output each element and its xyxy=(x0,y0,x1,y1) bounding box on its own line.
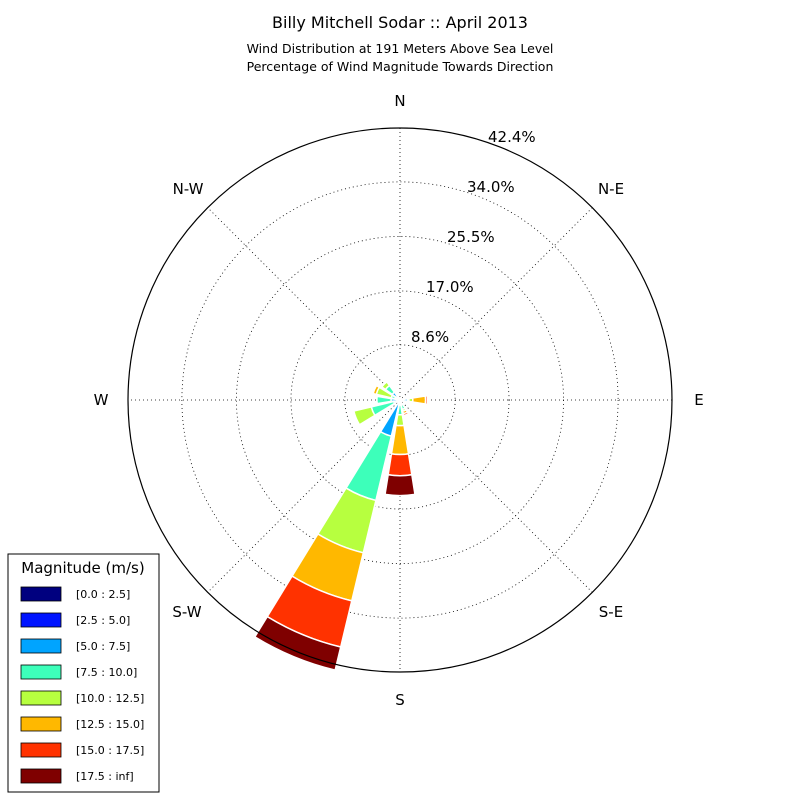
bar-dir-202.5-bin-3 xyxy=(345,430,393,502)
legend-swatch-4 xyxy=(20,690,62,706)
dir-label-n: N xyxy=(394,92,405,110)
ring-label-5: 42.4% xyxy=(488,128,536,146)
wind-bars xyxy=(253,380,429,672)
dir-label-ne: N-E xyxy=(598,180,624,198)
legend-swatch-7 xyxy=(20,768,62,784)
bar-dir-270-bin-3 xyxy=(376,395,392,405)
dir-label-se: S-E xyxy=(599,603,623,621)
bar-dir-180-bin-6 xyxy=(387,452,413,477)
legend-label-3: [7.5 : 10.0] xyxy=(76,666,137,679)
legend-label-0: [0.0 : 2.5] xyxy=(76,588,130,601)
dir-label-nw: N-W xyxy=(173,180,204,198)
legend-swatch-1 xyxy=(20,612,62,628)
chart-subtitle-line2: Percentage of Wind Magnitude Towards Dir… xyxy=(247,59,554,74)
polar-frame xyxy=(127,127,673,673)
bar-dir-90-bin-2 xyxy=(401,397,409,403)
legend-label-6: [15.0 : 17.5] xyxy=(76,744,144,757)
grid-ring-4 xyxy=(181,181,619,619)
dir-label-w: W xyxy=(94,391,109,409)
legend-title: Magnitude (m/s) xyxy=(21,559,144,577)
bar-dir-180-bin-4 xyxy=(395,413,405,427)
dir-label-s: S xyxy=(395,691,405,709)
legend-swatch-3 xyxy=(20,664,62,680)
direction-labels: N N-E E S-E S S-W W N-W xyxy=(94,92,704,709)
legend-swatch-2 xyxy=(20,638,62,654)
legend-swatch-6 xyxy=(20,742,62,758)
bar-dir-180-bin-7 xyxy=(384,473,416,497)
legend-swatch-5 xyxy=(20,716,62,732)
chart-title: Billy Mitchell Sodar :: April 2013 xyxy=(272,13,528,32)
legend-label-2: [5.0 : 7.5] xyxy=(76,640,130,653)
bar-dir-292.5-bin-5 xyxy=(372,384,381,396)
legend-label-5: [12.5 : 15.0] xyxy=(76,718,144,731)
ring-label-3: 25.5% xyxy=(447,228,495,246)
grid-ring-2 xyxy=(290,290,510,510)
legend-label-7: [17.5 : inf] xyxy=(76,770,134,783)
ring-label-4: 34.0% xyxy=(467,178,515,196)
dir-label-sw: S-W xyxy=(172,603,201,621)
legend-label-4: [10.0 : 12.5] xyxy=(76,692,144,705)
bar-dir-247.5-bin-4 xyxy=(352,405,376,426)
legend-items: [0.0 : 2.5] [2.5 : 5.0] [5.0 : 7.5] [7.5 : … xyxy=(20,586,144,784)
radial-tick-labels: 8.6% 17.0% 25.5% 34.0% 42.4% xyxy=(411,128,536,346)
bar-dir-202.5-bin-7 xyxy=(253,615,342,672)
ring-label-1: 8.6% xyxy=(411,328,449,346)
ring-label-2: 17.0% xyxy=(426,278,474,296)
chart-subtitle-line1: Wind Distribution at 191 Meters Above Se… xyxy=(247,41,554,56)
bar-dir-90-bin-6 xyxy=(424,394,429,406)
dir-label-e: E xyxy=(694,391,703,409)
bar-dir-22.5-bin-2 xyxy=(399,396,403,400)
bar-dir-157.5-bin-6 xyxy=(402,411,410,417)
bar-dir-90-bin-5 xyxy=(411,395,427,405)
bar-dir-315-bin-4 xyxy=(380,380,391,391)
legend: Magnitude (m/s) [0.0 : 2.5] [2.5 : 5.0] [5… xyxy=(7,553,160,793)
legend-label-1: [2.5 : 5.0] xyxy=(76,614,130,627)
legend-swatch-0 xyxy=(20,586,62,602)
bar-dir-180-bin-5 xyxy=(390,424,410,456)
